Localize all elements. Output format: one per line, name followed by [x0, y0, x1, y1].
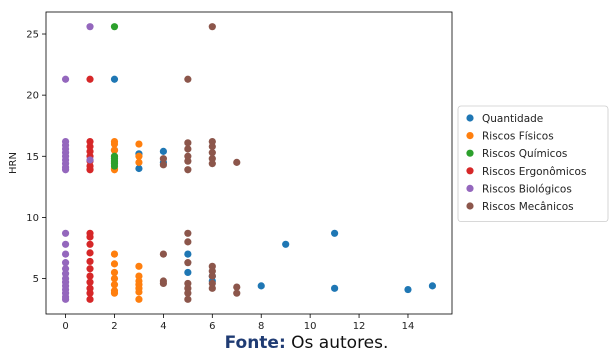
- scatter-chart: 0 2 4 6 8 10 12 14 5 10 15 20 25 HRN Quantidade Riscos…: [0, 0, 613, 335]
- data-point: [86, 296, 93, 303]
- data-point: [160, 250, 167, 257]
- data-point: [184, 290, 191, 297]
- data-point: [233, 290, 240, 297]
- series-5: [160, 23, 241, 303]
- legend-marker: [466, 185, 473, 192]
- data-point: [331, 230, 338, 237]
- data-point: [135, 140, 142, 147]
- legend-label: Riscos Físicos: [482, 131, 554, 143]
- data-point: [209, 143, 216, 150]
- legend-marker: [466, 202, 473, 209]
- data-point: [86, 76, 93, 83]
- data-point: [62, 250, 69, 257]
- data-point: [184, 76, 191, 83]
- data-point: [111, 147, 118, 154]
- y-tick-label: 5: [33, 274, 39, 285]
- data-point: [282, 241, 289, 248]
- data-point: [209, 285, 216, 292]
- y-tick-label: 15: [26, 152, 39, 163]
- x-tick-label: 10: [304, 321, 317, 332]
- data-point: [184, 145, 191, 152]
- data-point: [160, 148, 167, 155]
- data-point: [135, 296, 142, 303]
- x-tick-label: 0: [62, 321, 68, 332]
- data-point: [209, 160, 216, 167]
- legend: Quantidade Riscos Físicos Riscos Químicos R…: [458, 106, 608, 222]
- legend-entry: Riscos Químicos: [466, 148, 567, 160]
- legend-marker: [466, 114, 473, 121]
- legend-marker: [466, 132, 473, 139]
- x-tick-label: 14: [402, 321, 415, 332]
- data-point: [62, 166, 69, 173]
- figure-caption: Fonte: Os autores.: [0, 333, 613, 353]
- caption-text: Os autores.: [286, 333, 389, 353]
- y-tick-label: 10: [26, 213, 39, 224]
- legend-label: Riscos Biológicos: [482, 183, 572, 195]
- data-point: [135, 288, 142, 295]
- legend-entry: Riscos Mecânicos: [466, 201, 573, 213]
- data-point: [62, 296, 69, 303]
- legend-marker: [466, 167, 473, 174]
- data-point: [160, 161, 167, 168]
- data-point: [135, 159, 142, 166]
- data-point: [111, 260, 118, 267]
- legend-label: Quantidade: [482, 113, 543, 125]
- y-tick-label: 25: [26, 30, 39, 41]
- data-point: [86, 241, 93, 248]
- data-point: [62, 241, 69, 248]
- data-point: [258, 282, 265, 289]
- data-point: [111, 290, 118, 297]
- data-point: [184, 269, 191, 276]
- data-point: [209, 23, 216, 30]
- data-point: [184, 250, 191, 257]
- y-tick-label: 20: [26, 91, 39, 102]
- x-tick-label: 4: [160, 321, 166, 332]
- series-0: [111, 76, 436, 294]
- data-point: [86, 166, 93, 173]
- data-point: [111, 250, 118, 257]
- x-tick-label: 12: [353, 321, 366, 332]
- data-point: [111, 23, 118, 30]
- data-point: [111, 275, 118, 282]
- legend-entry: Riscos Ergonômicos: [466, 166, 586, 178]
- data-point: [184, 158, 191, 165]
- data-point: [86, 23, 93, 30]
- data-point: [184, 238, 191, 245]
- data-point: [184, 259, 191, 266]
- legend-label: Riscos Químicos: [482, 148, 567, 160]
- data-point: [209, 273, 216, 280]
- data-point: [111, 162, 118, 169]
- data-point: [86, 156, 93, 163]
- y-axis-label: HRN: [8, 152, 19, 174]
- legend-label: Riscos Ergonômicos: [482, 166, 586, 178]
- data-point: [86, 290, 93, 297]
- data-point: [331, 285, 338, 292]
- caption-label: Fonte:: [225, 333, 286, 353]
- data-point: [135, 263, 142, 270]
- data-point: [404, 286, 411, 293]
- axes-frame: [46, 12, 452, 314]
- legend-marker: [466, 150, 473, 157]
- data-point: [184, 166, 191, 173]
- x-tick-label: 2: [111, 321, 117, 332]
- x-tick-label: 8: [258, 321, 264, 332]
- data-point: [111, 76, 118, 83]
- data-point: [86, 258, 93, 265]
- data-point: [184, 230, 191, 237]
- data-point: [160, 280, 167, 287]
- data-point: [62, 230, 69, 237]
- legend-entry: Riscos Biológicos: [466, 183, 571, 195]
- data-point: [233, 159, 240, 166]
- series-3: [86, 76, 93, 303]
- data-point: [429, 282, 436, 289]
- x-tick-label: 6: [209, 321, 215, 332]
- data-point: [184, 296, 191, 303]
- data-point: [62, 76, 69, 83]
- data-point: [86, 249, 93, 256]
- data-point: [86, 265, 93, 272]
- data-point: [86, 233, 93, 240]
- plot-area: 0 2 4 6 8 10 12 14 5 10 15 20 25 HRN: [8, 12, 452, 332]
- legend-label: Riscos Mecânicos: [482, 201, 574, 213]
